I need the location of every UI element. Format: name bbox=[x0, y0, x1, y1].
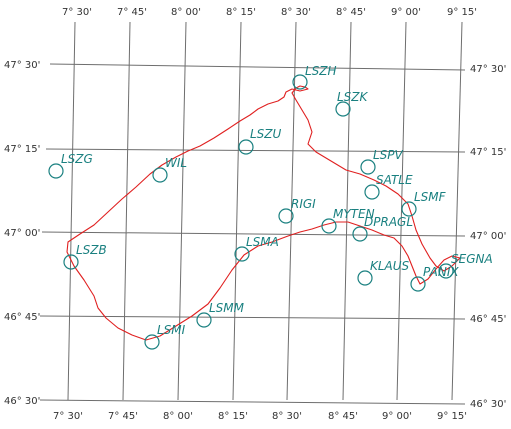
waypoint-lsmf: LSMF bbox=[401, 190, 447, 217]
longitude-label-bottom: 7° 45' bbox=[108, 411, 138, 422]
waypoint-label: LSZB bbox=[76, 243, 107, 257]
longitude-label-bottom: 8° 15' bbox=[218, 411, 248, 422]
waypoint-circle-icon bbox=[48, 163, 64, 179]
waypoint-circle-icon bbox=[63, 254, 79, 270]
waypoint-wil: WIL bbox=[152, 156, 187, 183]
waypoint-label: PANIX bbox=[423, 265, 459, 279]
waypoint-circle-icon bbox=[152, 167, 168, 183]
longitude-label-bottom: 9° 15' bbox=[437, 411, 467, 422]
waypoint-lspv: LSPV bbox=[360, 148, 404, 175]
waypoint-label: RIGI bbox=[291, 197, 316, 211]
meridian-line bbox=[396, 21, 407, 401]
longitude-label-top: 7° 45' bbox=[117, 7, 147, 18]
waypoint-circle-icon bbox=[438, 263, 454, 279]
parallel-line bbox=[45, 148, 466, 153]
waypoint-label: LSZK bbox=[337, 90, 369, 104]
meridian-line bbox=[232, 21, 242, 401]
waypoint-label: LSMF bbox=[414, 190, 447, 204]
meridian-line bbox=[451, 21, 463, 401]
waypoint-label: MYTEN bbox=[333, 207, 375, 221]
latitude-label-left: 47° 15' bbox=[4, 144, 40, 155]
meridian-line bbox=[122, 21, 131, 401]
graticule-labels: 7° 30' 7° 30' 7° 45' 7° 45' 8° 00' 8° 00' 8° 1… bbox=[4, 7, 506, 422]
waypoint-circle-icon bbox=[278, 208, 294, 224]
longitude-label-top: 9° 15' bbox=[447, 7, 477, 18]
waypoint-label: DPRAGL bbox=[364, 215, 413, 229]
latitude-label-left: 47° 00' bbox=[4, 228, 40, 239]
meridian-line bbox=[342, 21, 352, 401]
waypoint-lszh: LSZH bbox=[292, 64, 337, 90]
longitude-label-top: 7° 30' bbox=[62, 7, 92, 18]
waypoint-panix: PANIX bbox=[410, 265, 459, 292]
longitude-label-top: 9° 00' bbox=[391, 7, 421, 18]
waypoint-circle-icon bbox=[234, 246, 250, 262]
waypoint-circle-icon bbox=[410, 276, 426, 292]
waypoint-circle-icon bbox=[401, 201, 417, 217]
waypoint-label: LSZG bbox=[61, 152, 93, 166]
graticule bbox=[39, 21, 466, 405]
meridian-line bbox=[67, 21, 76, 401]
waypoint-lszk: LSZK bbox=[335, 90, 369, 117]
waypoint-klaus: KLAUS bbox=[357, 259, 410, 286]
waypoint-lszu: LSZU bbox=[238, 127, 282, 155]
waypoint-label: SEGNA bbox=[451, 252, 493, 266]
longitude-label-bottom: 8° 30' bbox=[272, 411, 302, 422]
waypoint-lsmi: LSMI bbox=[144, 323, 186, 350]
waypoint-lszb: LSZB bbox=[63, 243, 107, 270]
waypoint-circle-icon bbox=[352, 226, 368, 242]
waypoint-myten: MYTEN bbox=[321, 207, 375, 234]
waypoint-label: LSZH bbox=[305, 64, 337, 78]
longitude-label-bottom: 7° 30' bbox=[53, 411, 83, 422]
longitude-label-bottom: 9° 00' bbox=[382, 411, 412, 422]
parallel-line bbox=[39, 315, 466, 320]
waypoint-lszg: LSZG bbox=[48, 152, 93, 179]
waypoint-satle: SATLE bbox=[364, 173, 413, 200]
waypoint-circle-icon bbox=[144, 334, 160, 350]
route-track bbox=[66, 85, 461, 341]
longitude-label-top: 8° 30' bbox=[281, 7, 311, 18]
waypoint-label: LSPV bbox=[373, 148, 404, 162]
latitude-label-left: 46° 30' bbox=[4, 396, 40, 407]
flight-route bbox=[66, 85, 461, 341]
waypoint-label: KLAUS bbox=[370, 259, 410, 273]
waypoint-circle-icon bbox=[357, 270, 373, 286]
waypoint-dpragl: DPRAGL bbox=[352, 215, 413, 242]
waypoint-circle-icon bbox=[360, 159, 376, 175]
longitude-label-top: 8° 15' bbox=[226, 7, 256, 18]
waypoint-circle-icon bbox=[321, 218, 337, 234]
waypoint-rigi: RIGI bbox=[278, 197, 316, 224]
waypoint-lsmm: LSMM bbox=[196, 301, 245, 328]
waypoint-label: LSMA bbox=[246, 235, 279, 249]
meridian-line bbox=[177, 21, 187, 401]
longitude-label-bottom: 8° 45' bbox=[328, 411, 358, 422]
waypoint-circle-icon bbox=[196, 312, 212, 328]
longitude-label-top: 8° 45' bbox=[336, 7, 366, 18]
waypoint-circle-icon bbox=[238, 139, 254, 155]
parallel-line bbox=[49, 63, 466, 71]
latitude-label-left: 47° 30' bbox=[4, 60, 40, 71]
latitude-label-right: 46° 45' bbox=[470, 314, 506, 325]
longitude-label-top: 8° 00' bbox=[171, 7, 201, 18]
waypoint-label: LSMM bbox=[209, 301, 245, 315]
waypoint-label: WIL bbox=[165, 156, 187, 170]
waypoint-circle-icon bbox=[335, 101, 351, 117]
parallel-line bbox=[39, 399, 466, 405]
waypoint-label: SATLE bbox=[376, 173, 413, 187]
waypoint-circle-icon bbox=[292, 74, 308, 90]
latitude-label-right: 47° 30' bbox=[470, 64, 506, 75]
parallel-line bbox=[41, 231, 466, 237]
waypoint-label: LSMI bbox=[157, 323, 186, 337]
waypoint-lsma: LSMA bbox=[234, 235, 279, 262]
latitude-label-right: 46° 30' bbox=[470, 399, 506, 410]
latitude-label-right: 47° 15' bbox=[470, 147, 506, 158]
latitude-label-left: 46° 45' bbox=[4, 312, 40, 323]
waypoint-circle-icon bbox=[364, 184, 380, 200]
latitude-label-right: 47° 00' bbox=[470, 231, 506, 242]
waypoint-segna: SEGNA bbox=[438, 252, 493, 279]
longitude-label-bottom: 8° 00' bbox=[163, 411, 193, 422]
waypoint-label: LSZU bbox=[250, 127, 282, 141]
